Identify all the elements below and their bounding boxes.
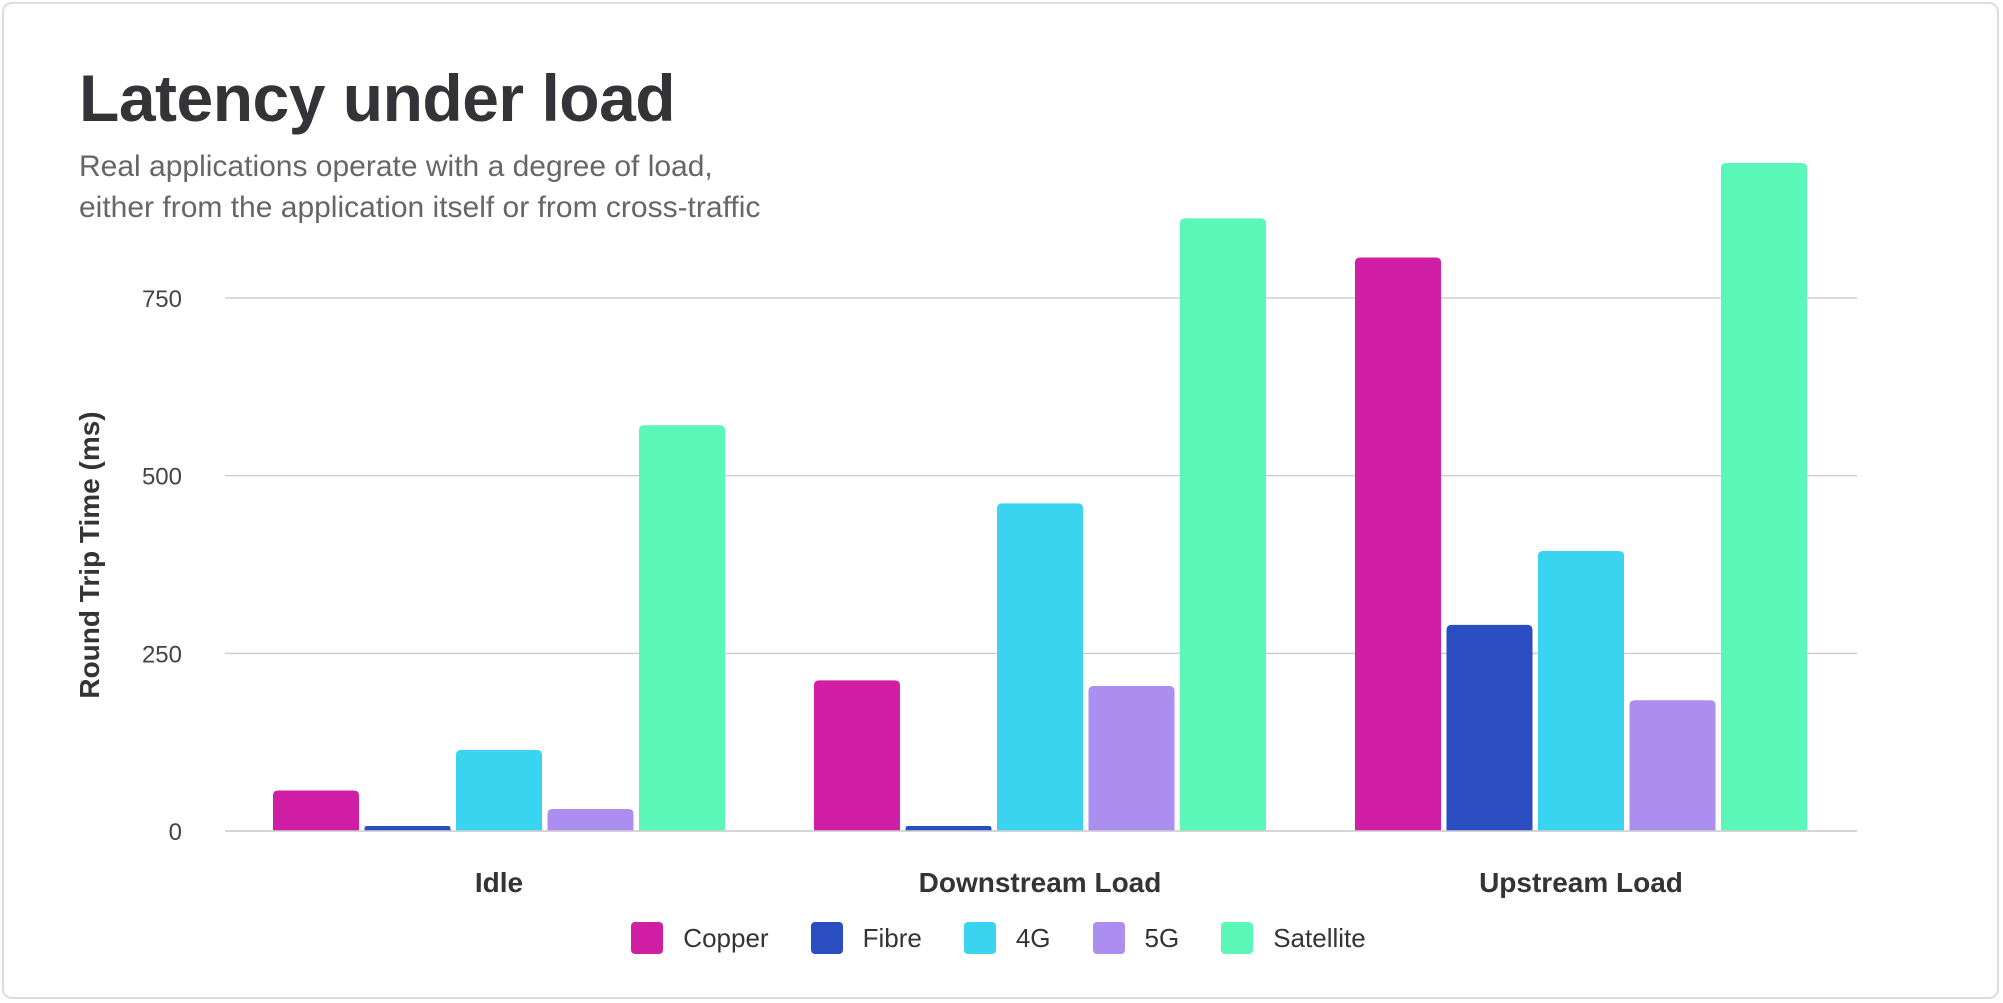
x-category-label: Downstream Load <box>919 867 1162 898</box>
legend-label: Copper <box>683 922 769 953</box>
legend-item-satellite: Satellite <box>1221 922 1366 954</box>
legend-swatch <box>810 922 843 954</box>
legend-swatch <box>631 922 664 954</box>
legend-swatch <box>963 922 996 954</box>
bar-4g-idle <box>456 749 542 831</box>
axis-labels: 0 250 500 750 Round Trip Time (ms) Idle Downst… <box>74 286 1857 898</box>
legend-item-copper: Copper <box>631 922 769 954</box>
bar-fibre-idle <box>364 826 451 831</box>
bars <box>273 162 1807 831</box>
bar-5g-idle <box>547 808 634 831</box>
y-tick-label: 750 <box>142 286 182 313</box>
bar-fibre-upstream-load <box>1446 624 1533 831</box>
bar-5g-downstream-load <box>1088 686 1175 831</box>
subtitle-line-2: either from the application itself or fr… <box>79 191 761 224</box>
bar-4g-downstream-load <box>997 503 1083 831</box>
chart-title: Latency under load <box>79 61 676 135</box>
bar-copper-idle <box>273 790 359 831</box>
bar-copper-downstream-load <box>814 680 900 831</box>
bar-4g-upstream-load <box>1538 550 1624 831</box>
bar-satellite-idle <box>639 425 725 831</box>
legend-swatch <box>1221 922 1254 954</box>
y-axis-title: Round Trip Time (ms) <box>74 411 105 698</box>
bar-5g-upstream-load <box>1629 700 1716 831</box>
legend-label: 5G <box>1144 922 1180 953</box>
y-tick-label: 500 <box>142 464 182 491</box>
legend-item-5g: 5G <box>1092 922 1180 954</box>
subtitle-line-1: Real applications operate with a degree … <box>79 150 713 183</box>
bar-fibre-downstream-load <box>905 826 992 831</box>
bar-satellite-downstream-load <box>1180 218 1266 831</box>
x-category-label: Upstream Load <box>1479 867 1683 898</box>
legend-swatch <box>1092 922 1125 954</box>
chart-subtitle: Real applications operate with a degree … <box>79 146 760 228</box>
y-tick-label: 0 <box>169 819 182 846</box>
legend-item-fibre: Fibre <box>810 922 922 954</box>
x-category-label: Idle <box>475 867 523 898</box>
y-tick-label: 250 <box>142 641 182 668</box>
bar-satellite-upstream-load <box>1721 162 1807 831</box>
legend-label: Fibre <box>862 922 922 953</box>
bar-copper-upstream-load <box>1355 257 1441 831</box>
legend-label: Satellite <box>1273 922 1366 953</box>
legend: Copper Fibre 4G 5G Satellite <box>0 922 2003 954</box>
legend-label: 4G <box>1015 922 1051 953</box>
legend-item-4g: 4G <box>963 922 1051 954</box>
